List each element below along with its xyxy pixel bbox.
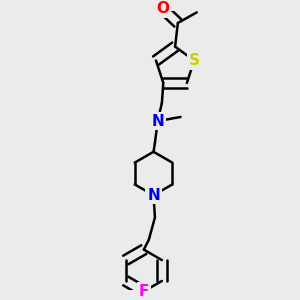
Text: F: F — [139, 284, 149, 299]
Text: N: N — [151, 114, 164, 129]
Text: N: N — [147, 188, 160, 203]
Text: S: S — [189, 53, 200, 68]
Text: O: O — [156, 1, 169, 16]
